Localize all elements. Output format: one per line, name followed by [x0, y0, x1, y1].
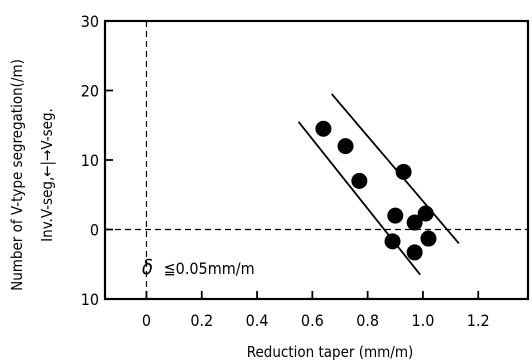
delta-symbol: δ [142, 255, 153, 279]
x-tick-label: 0.2 [190, 311, 213, 330]
x-tick-label: 1.0 [411, 311, 434, 330]
data-point [387, 207, 404, 224]
band-lines [297, 93, 460, 276]
y-axis-sublabel: Inv.V-seg,←|→V-seg. [38, 108, 56, 242]
data-point [337, 138, 354, 155]
y-tick-label: 30 [81, 12, 99, 31]
reference-lines [105, 21, 528, 299]
data-point [384, 233, 401, 250]
x-axis-label: Reduction taper (mm/m) [247, 343, 413, 361]
data-point [315, 120, 332, 137]
y-axis-label: Number of V-type segregation(/m) [8, 59, 26, 291]
band-line-upper [331, 93, 460, 244]
y-tick-label: 0 [90, 221, 99, 240]
y-tick-label: 10 [81, 290, 99, 309]
data-point [406, 214, 423, 231]
y-tick-label: 20 [81, 82, 99, 101]
y-axis-ticks: 30 20 10 0 10 [81, 12, 113, 309]
plot-area-frame [103, 19, 530, 301]
data-point [406, 244, 423, 261]
data-point [420, 230, 437, 247]
y-tick-label: 10 [81, 151, 99, 170]
data-points [315, 120, 437, 261]
data-point [395, 163, 412, 180]
delta-annotation: δ ≦0.05mm/m [142, 255, 255, 279]
band-line-lower [297, 121, 421, 276]
x-tick-label: 0.8 [356, 311, 379, 330]
data-point [417, 205, 434, 222]
delta-condition: ≦0.05mm/m [164, 259, 255, 278]
x-tick-label: 1.2 [467, 311, 490, 330]
x-tick-label: 0.6 [301, 311, 324, 330]
x-tick-label: 0 [142, 311, 151, 330]
x-tick-label: 0.4 [246, 311, 269, 330]
data-point [351, 172, 368, 189]
x-axis-ticks: 0 0.2 0.4 0.6 0.8 1.0 1.2 [142, 291, 490, 330]
